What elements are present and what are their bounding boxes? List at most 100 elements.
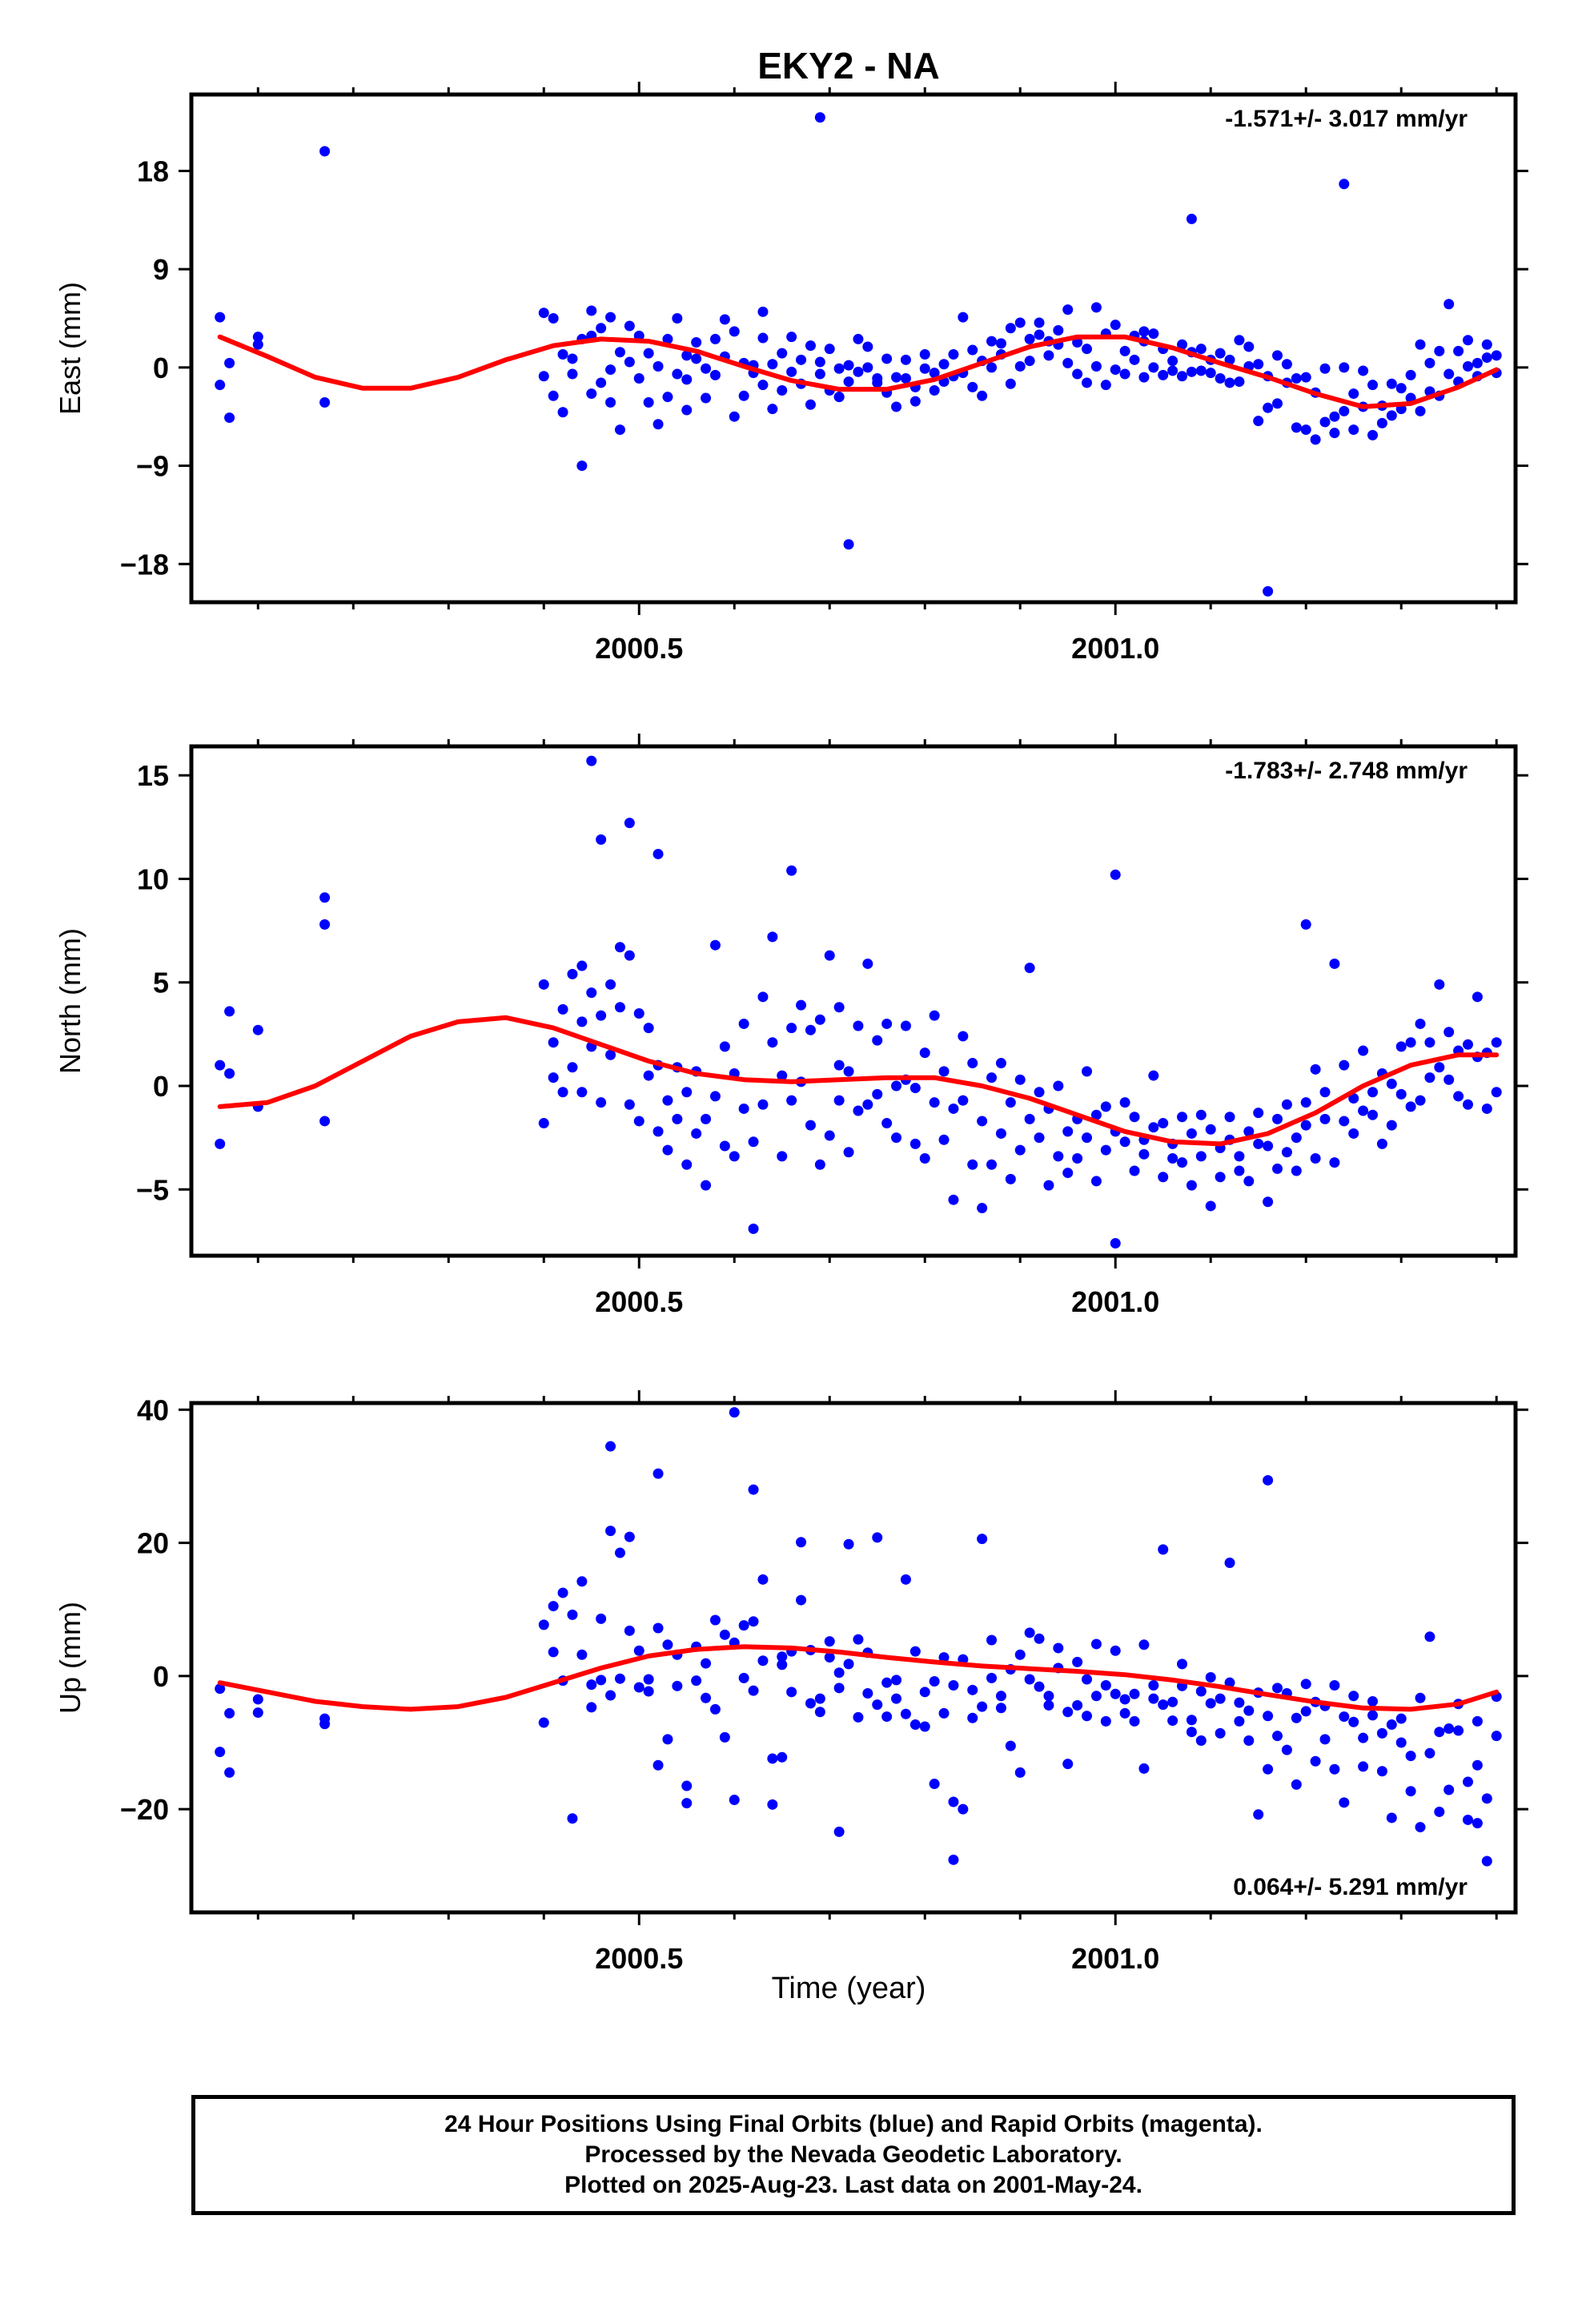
- north-data-point: [681, 1159, 693, 1170]
- east-data-point: [796, 354, 807, 365]
- up-data-point: [1186, 1715, 1197, 1726]
- north-data-point: [948, 1194, 959, 1205]
- up-data-point: [586, 1679, 597, 1691]
- north-data-point: [1434, 1062, 1445, 1073]
- up-data-point: [1062, 1707, 1074, 1718]
- up-data-point: [1043, 1699, 1054, 1711]
- footer-caption-box: 24 Hour Positions Using Final Orbits (bl…: [191, 2095, 1516, 2215]
- east-data-point: [1386, 410, 1397, 421]
- east-data-point: [709, 333, 721, 344]
- north-data-point: [900, 1020, 911, 1031]
- up-data-point: [624, 1531, 635, 1542]
- east-data-point: [586, 388, 597, 400]
- east-data-point: [814, 356, 825, 368]
- north-data-point: [1053, 1080, 1064, 1092]
- up-data-point: [1263, 1763, 1274, 1775]
- east-data-point: [891, 372, 902, 383]
- up-data-point: [748, 1484, 759, 1495]
- east-data-point: [872, 377, 883, 388]
- east-data-point: [1253, 416, 1264, 427]
- north-data-point: [1395, 1041, 1407, 1052]
- east-data-point: [1148, 328, 1159, 340]
- north-x-tick-label: 2000.5: [595, 1285, 683, 1318]
- east-data-point: [1129, 354, 1140, 365]
- up-data-point: [224, 1767, 235, 1778]
- up-data-point: [1415, 1822, 1426, 1833]
- north-data-point: [701, 1113, 712, 1124]
- north-data-point: [862, 958, 873, 969]
- east-data-point: [729, 326, 740, 337]
- up-data-point: [1358, 1732, 1369, 1743]
- east-data-point: [938, 359, 950, 370]
- east-x-tick-label: 2000.5: [595, 632, 683, 665]
- up-data-point: [1291, 1779, 1302, 1790]
- north-data-point: [1358, 1105, 1369, 1116]
- up-data-point: [633, 1645, 644, 1656]
- north-data-point: [786, 865, 797, 876]
- up-y-tick-label: 20: [137, 1527, 169, 1560]
- north-data-point: [814, 1014, 825, 1025]
- north-data-point: [1234, 1151, 1245, 1162]
- north-y-tick-label: 5: [153, 967, 169, 999]
- up-y-axis-label: Up (mm): [54, 1602, 86, 1714]
- up-data-point: [1090, 1691, 1102, 1702]
- north-data-point: [596, 1097, 607, 1108]
- up-data-point: [833, 1667, 845, 1679]
- north-data-point: [672, 1113, 683, 1124]
- north-data-point: [958, 1095, 969, 1106]
- north-data-point: [1005, 1097, 1016, 1108]
- east-data-point: [1034, 317, 1045, 328]
- north-data-point: [1358, 1045, 1369, 1056]
- north-data-point: [938, 1134, 950, 1145]
- up-data-point: [1158, 1544, 1169, 1555]
- north-data-point: [767, 1037, 778, 1048]
- up-data-point: [1129, 1715, 1140, 1727]
- east-data-point: [786, 332, 797, 343]
- east-data-point: [319, 146, 331, 157]
- up-data-point: [538, 1619, 549, 1630]
- up-data-point: [1395, 1737, 1407, 1748]
- north-data-point: [977, 1116, 988, 1127]
- up-data-point: [948, 1854, 959, 1865]
- up-data-point: [1329, 1680, 1340, 1691]
- north-panel: 2000.5 2001.0 15 10 5 0 −5 North (mm) -1.783+/- …: [54, 734, 1528, 1318]
- north-data-point: [1463, 1039, 1474, 1050]
- north-data-point: [319, 919, 331, 930]
- up-data-point: [652, 1468, 664, 1479]
- up-data-point: [853, 1634, 864, 1645]
- up-data-point: [1024, 1627, 1035, 1638]
- north-data-point: [719, 1041, 730, 1052]
- east-y-tick-label: −18: [120, 548, 169, 581]
- up-data-point: [605, 1690, 616, 1701]
- north-data-point: [567, 1062, 578, 1073]
- east-rate-label: -1.571+/- 3.017 mm/yr: [1225, 106, 1468, 132]
- east-data-point: [643, 348, 654, 359]
- up-data-point: [777, 1659, 788, 1671]
- up-data-point: [1043, 1691, 1054, 1702]
- up-data-point: [1272, 1683, 1283, 1694]
- north-data-point: [1339, 1116, 1350, 1127]
- north-data-point: [1310, 1152, 1321, 1164]
- up-data-point: [967, 1684, 978, 1695]
- east-data-point: [1329, 411, 1340, 422]
- up-data-point: [643, 1674, 654, 1685]
- east-data-point: [986, 336, 998, 347]
- east-data-point: [557, 407, 568, 418]
- east-data-point: [1138, 372, 1150, 383]
- north-data-point: [1367, 1087, 1379, 1098]
- north-data-point: [1272, 1113, 1283, 1124]
- east-data-point: [252, 332, 263, 343]
- north-data-point: [1186, 1128, 1197, 1139]
- up-data-point: [814, 1707, 825, 1718]
- up-data-point: [900, 1708, 911, 1719]
- up-data-point: [1415, 1692, 1426, 1703]
- east-data-point: [805, 340, 816, 352]
- north-data-point: [633, 1008, 644, 1019]
- up-data-point: [909, 1646, 921, 1657]
- up-data-point: [1243, 1705, 1255, 1716]
- east-y-tick-label: 18: [137, 155, 169, 187]
- up-data-point: [1110, 1688, 1121, 1699]
- up-data-point: [977, 1701, 988, 1712]
- north-data-point: [1253, 1108, 1264, 1119]
- up-data-point: [215, 1683, 226, 1695]
